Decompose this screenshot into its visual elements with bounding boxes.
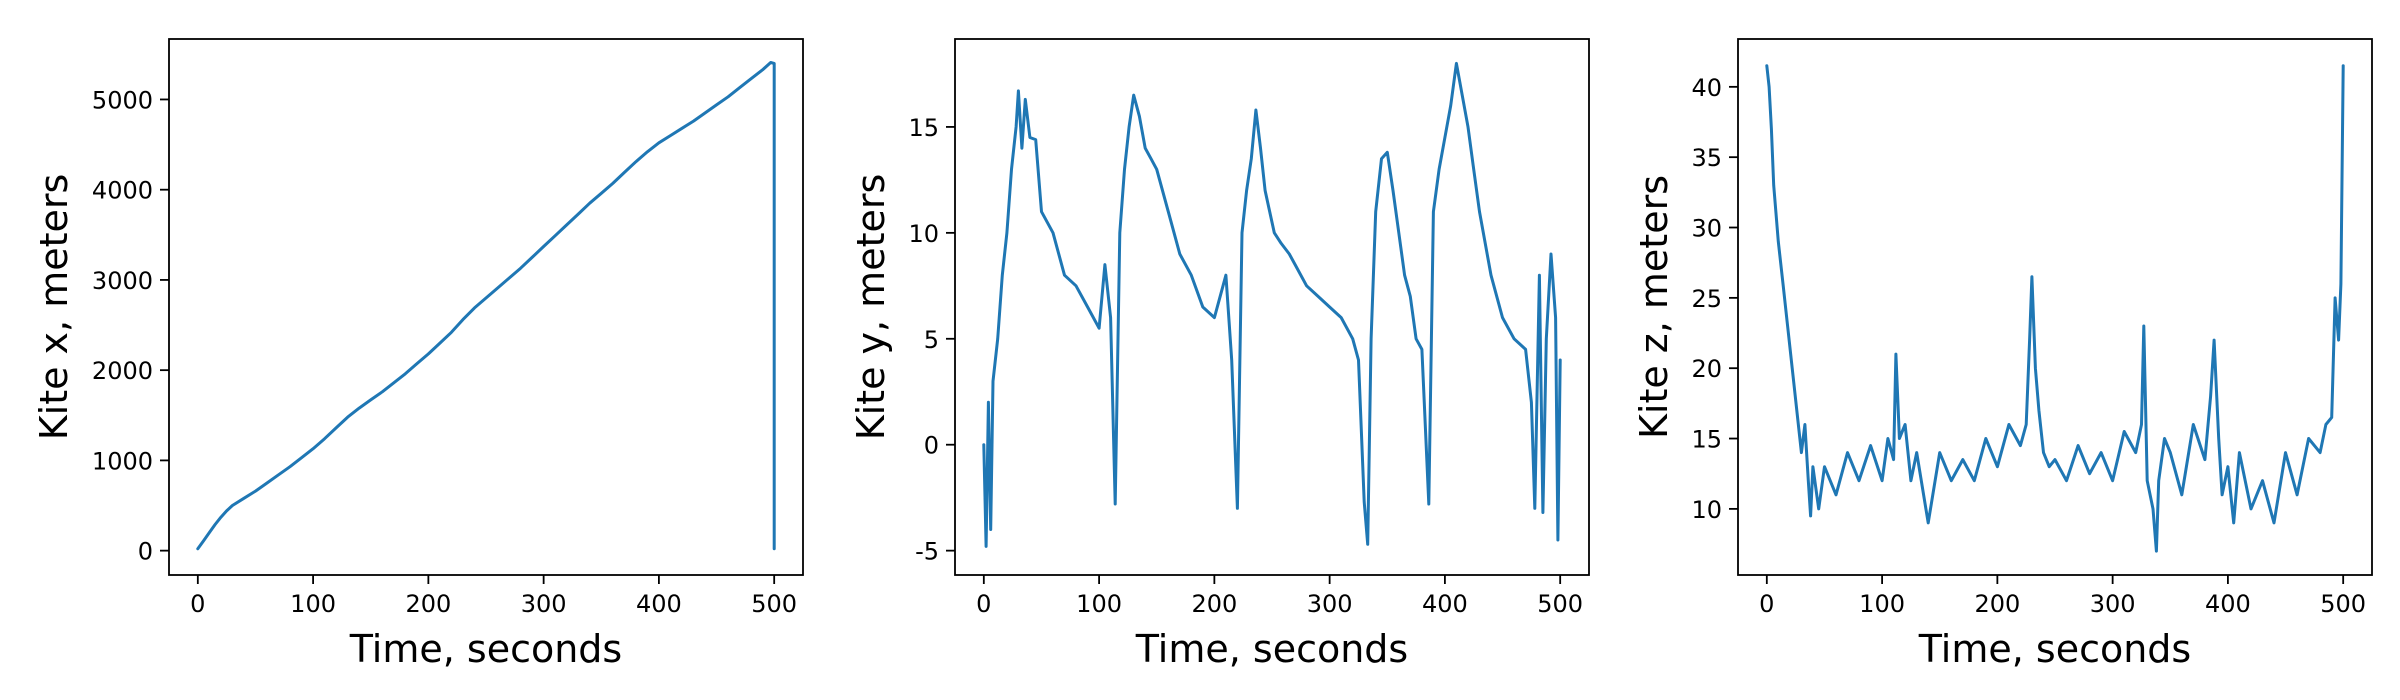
axes-frame-kite-x <box>168 38 804 576</box>
y-tick-label: 1000 <box>92 447 153 475</box>
subplot-kite-x: 0 100 200 300 400 500010002000300040005000Tim… <box>32 38 804 671</box>
x-tick-label: 200 <box>1191 590 1237 618</box>
y-tick-label: 25 <box>1691 285 1722 313</box>
x-tick-label: 300 <box>521 590 567 618</box>
x-tick-label: 100 <box>290 590 336 618</box>
y-tick-label: -5 <box>915 538 939 566</box>
x-tick-label: 500 <box>751 590 797 618</box>
y-axis-label: Kite y, meters <box>849 174 893 441</box>
x-tick-label: 500 <box>2320 590 2366 618</box>
y-tick-label: 2000 <box>92 357 153 385</box>
x-tick-label: 300 <box>2090 590 2136 618</box>
axes-frame-kite-z <box>1737 38 2373 576</box>
x-tick-label: 0 <box>1759 590 1774 618</box>
y-tick-label: 20 <box>1691 355 1722 383</box>
x-tick-label: 0 <box>190 590 205 618</box>
x-tick-label: 400 <box>1422 590 1468 618</box>
x-axis-label: Time, seconds <box>1918 627 2191 671</box>
x-tick-label: 200 <box>405 590 451 618</box>
y-tick-label: 4000 <box>92 177 153 205</box>
series-line-kite-x-0 <box>196 61 776 551</box>
y-axis-label: Kite z, meters <box>1632 175 1676 439</box>
subplot-kite-z: 0 100 200 300 400 500 10 15 20 25 30 35 40 Time, seco… <box>1632 38 2373 671</box>
series-line-kite-y-0 <box>982 61 1562 548</box>
series-line-kite-z-0 <box>1765 64 2345 553</box>
axes-frame-kite-y <box>954 38 1590 576</box>
x-axis-label: Time, seconds <box>349 627 622 671</box>
x-tick-label: 400 <box>636 590 682 618</box>
y-tick-label: 10 <box>908 220 939 248</box>
y-tick-label: 10 <box>1691 496 1722 524</box>
y-tick-label: 5000 <box>92 86 153 114</box>
y-tick-label: 3000 <box>92 267 153 295</box>
y-tick-label: 5 <box>924 326 939 354</box>
x-tick-label: 300 <box>1307 590 1353 618</box>
x-tick-label: 100 <box>1859 590 1905 618</box>
y-tick-label: 0 <box>138 538 153 566</box>
y-tick-label: 15 <box>1691 426 1722 454</box>
x-tick-label: 500 <box>1537 590 1583 618</box>
x-tick-label: 0 <box>976 590 991 618</box>
x-tick-label: 100 <box>1076 590 1122 618</box>
y-tick-label: 0 <box>924 432 939 460</box>
y-tick-label: 35 <box>1691 144 1722 172</box>
x-tick-label: 400 <box>2205 590 2251 618</box>
x-axis-label: Time, seconds <box>1135 627 1408 671</box>
y-tick-label: 40 <box>1691 74 1722 102</box>
y-axis-label: Kite x, meters <box>32 174 76 441</box>
y-tick-label: 30 <box>1691 215 1722 243</box>
y-tick-label: 15 <box>908 114 939 142</box>
x-tick-label: 200 <box>1974 590 2020 618</box>
subplot-kite-y: 0 100 200 300 400 500 -5 0 5 10 15 Time, seconds Kit… <box>849 38 1590 671</box>
